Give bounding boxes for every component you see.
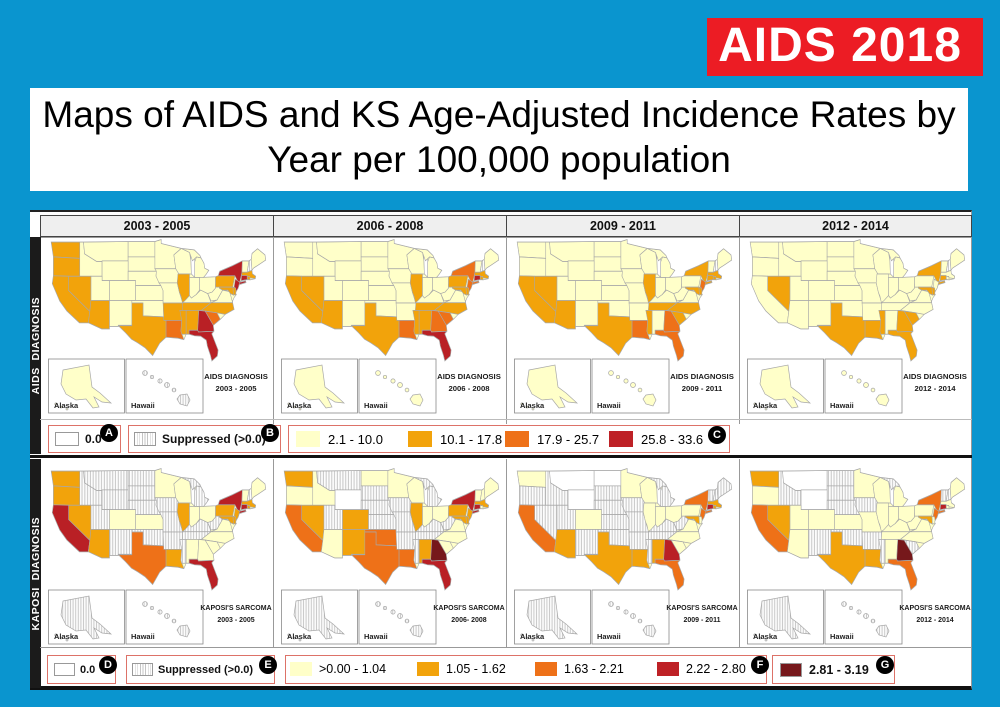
svg-text:Hawaii: Hawaii: [364, 401, 388, 410]
svg-text:2012 - 2014: 2012 - 2014: [914, 384, 956, 393]
svg-text:2006- 2008: 2006- 2008: [451, 617, 487, 624]
svg-text:2003 - 2005: 2003 - 2005: [217, 617, 254, 624]
svg-text:Hawaii: Hawaii: [830, 401, 854, 410]
svg-text:Alaska: Alaska: [54, 401, 79, 410]
svg-text:Alaska: Alaska: [54, 632, 79, 641]
svg-text:KAPOSI'S SARCOMA: KAPOSI'S SARCOMA: [666, 605, 737, 612]
svg-text:2009 - 2011: 2009 - 2011: [682, 384, 723, 393]
svg-text:Alaska: Alaska: [753, 632, 778, 641]
svg-text:KAPOSI'S SARCOMA: KAPOSI'S SARCOMA: [200, 605, 271, 612]
svg-text:Hawaii: Hawaii: [131, 401, 155, 410]
svg-text:Alaska: Alaska: [753, 401, 778, 410]
svg-text:Hawaii: Hawaii: [597, 632, 621, 641]
svg-text:2009 - 2011: 2009 - 2011: [684, 617, 721, 624]
svg-text:2006 - 2008: 2006 - 2008: [448, 384, 490, 393]
svg-text:2003 - 2005: 2003 - 2005: [215, 384, 257, 393]
svg-text:Hawaii: Hawaii: [597, 401, 621, 410]
svg-text:2012 - 2014: 2012 - 2014: [916, 617, 953, 624]
svg-text:Alaska: Alaska: [287, 632, 312, 641]
svg-text:AIDS DIAGNOSIS: AIDS DIAGNOSIS: [204, 372, 268, 381]
svg-text:KAPOSI'S SARCOMA: KAPOSI'S SARCOMA: [899, 605, 970, 612]
svg-text:AIDS DIAGNOSIS: AIDS DIAGNOSIS: [903, 372, 967, 381]
svg-text:Hawaii: Hawaii: [131, 632, 155, 641]
svg-text:Hawaii: Hawaii: [364, 632, 388, 641]
svg-text:Alaska: Alaska: [520, 632, 545, 641]
svg-text:Hawaii: Hawaii: [830, 632, 854, 641]
svg-text:Alaska: Alaska: [520, 401, 545, 410]
svg-text:Alaska: Alaska: [287, 401, 312, 410]
svg-text:AIDS DIAGNOSIS: AIDS DIAGNOSIS: [437, 372, 501, 381]
svg-text:KAPOSI'S SARCOMA: KAPOSI'S SARCOMA: [433, 605, 504, 612]
svg-text:AIDS DIAGNOSIS: AIDS DIAGNOSIS: [670, 372, 734, 381]
